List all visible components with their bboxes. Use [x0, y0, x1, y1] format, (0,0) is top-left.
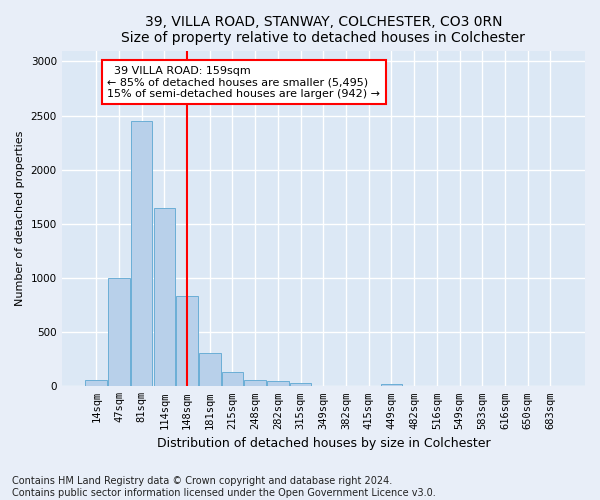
Bar	[244, 380, 266, 386]
Bar	[85, 380, 107, 386]
Bar	[154, 208, 175, 386]
Bar	[222, 372, 243, 386]
Bar	[108, 278, 130, 386]
Title: 39, VILLA ROAD, STANWAY, COLCHESTER, CO3 0RN
Size of property relative to detach: 39, VILLA ROAD, STANWAY, COLCHESTER, CO3…	[121, 15, 525, 45]
Bar	[131, 121, 152, 386]
Bar	[290, 383, 311, 386]
Bar	[176, 296, 198, 386]
Text: Contains HM Land Registry data © Crown copyright and database right 2024.
Contai: Contains HM Land Registry data © Crown c…	[12, 476, 436, 498]
Text: 39 VILLA ROAD: 159sqm
← 85% of detached houses are smaller (5,495)
15% of semi-d: 39 VILLA ROAD: 159sqm ← 85% of detached …	[107, 66, 380, 99]
Y-axis label: Number of detached properties: Number of detached properties	[15, 130, 25, 306]
Bar	[380, 384, 402, 386]
Bar	[199, 354, 221, 386]
X-axis label: Distribution of detached houses by size in Colchester: Distribution of detached houses by size …	[157, 437, 490, 450]
Bar	[267, 382, 289, 386]
